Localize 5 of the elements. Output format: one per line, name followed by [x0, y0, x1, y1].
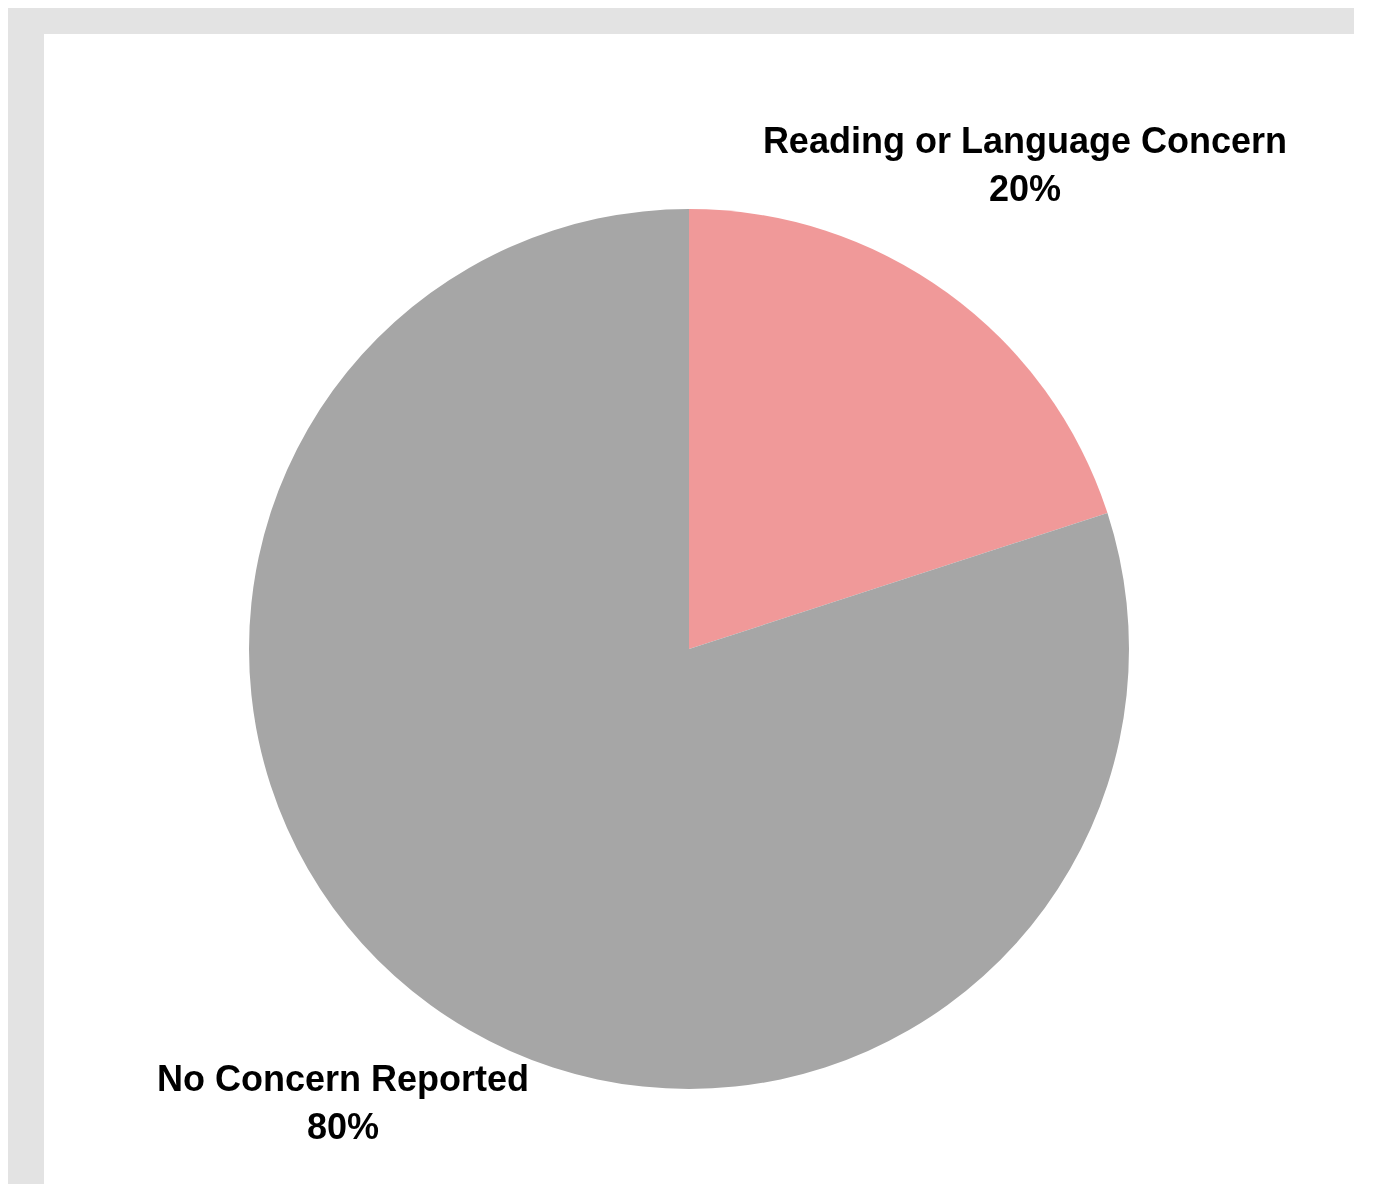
data-label: 20% [988, 167, 1061, 209]
slice-label: Reading or Language Concern [762, 119, 1287, 161]
slice-label: No Concern Reported [157, 1058, 530, 1100]
data-label: 80% [307, 1106, 380, 1148]
pie-slice [689, 209, 1108, 649]
